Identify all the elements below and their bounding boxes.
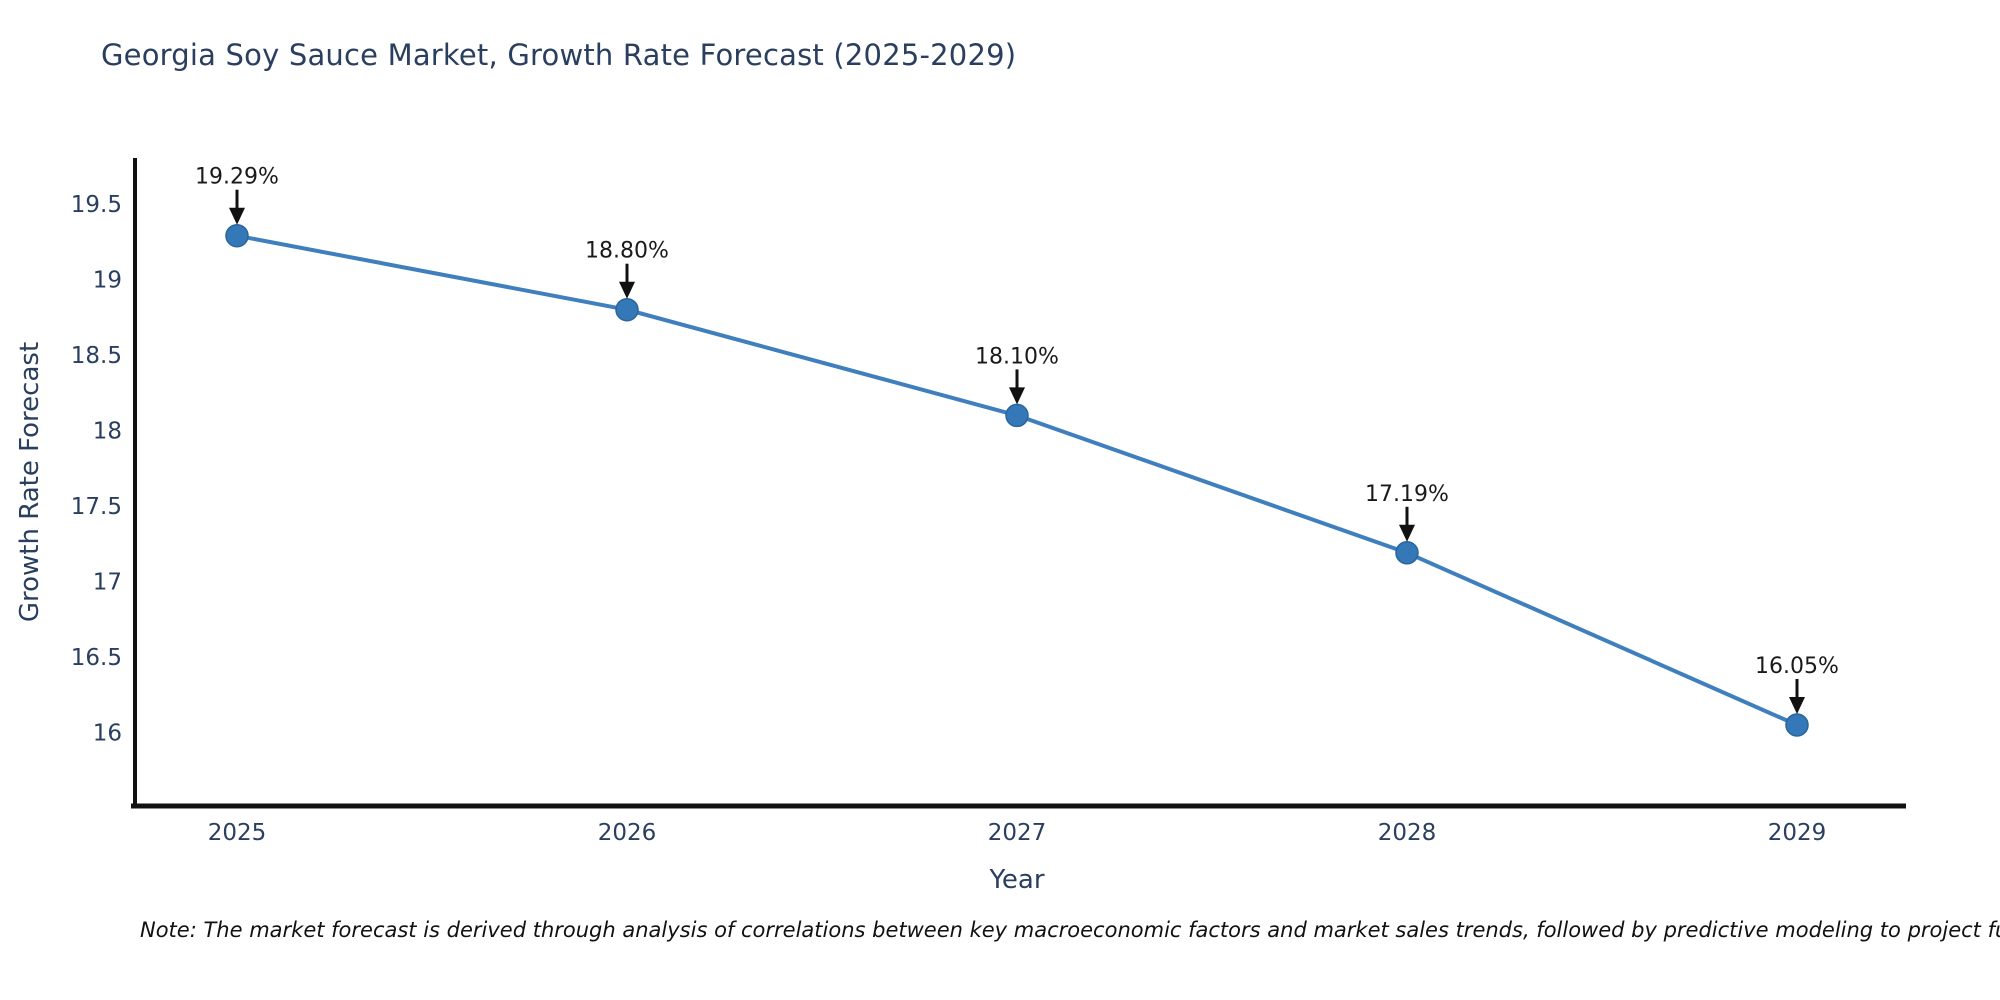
annotation-arrow-head: [1789, 696, 1805, 714]
y-tick-label: 18.5: [71, 343, 122, 369]
footnote-text: Note: The market forecast is derived thr…: [140, 918, 2000, 942]
x-tick-label: 2025: [208, 820, 267, 846]
annotation-label: 18.10%: [975, 344, 1059, 369]
x-tick-label: 2026: [598, 820, 657, 846]
y-tick-label: 17: [93, 570, 122, 596]
data-point-marker: [1785, 713, 1809, 737]
annotation-arrow-head: [619, 281, 635, 299]
x-axis-title: Year: [988, 865, 1044, 895]
annotation-label: 18.80%: [585, 239, 669, 264]
x-tick-label: 2029: [1768, 820, 1827, 846]
annotation-arrow-head: [1009, 387, 1025, 405]
data-point-marker: [615, 297, 639, 322]
chart-title: Georgia Soy Sauce Market, Growth Rate Fo…: [101, 38, 1017, 72]
annotation-label: 19.29%: [195, 165, 279, 190]
y-tick-label: 17.5: [71, 494, 122, 520]
x-tick-label: 2027: [988, 820, 1047, 846]
annotation-arrow-head: [1399, 524, 1415, 542]
annotation-label: 17.19%: [1365, 482, 1449, 507]
series-line: [235, 233, 1799, 727]
y-axis-title: Growth Rate Forecast: [15, 342, 45, 622]
y-tick-label: 18: [93, 419, 122, 445]
data-point-marker: [1395, 541, 1419, 565]
y-tick-label: 16.5: [71, 645, 122, 671]
annotation-arrow-head: [229, 207, 245, 225]
y-tick-label: 19: [93, 268, 122, 294]
y-tick-label: 19.5: [71, 192, 122, 218]
data-point-marker: [1005, 403, 1029, 428]
y-tick-label: 16: [93, 721, 122, 747]
data-point-marker: [225, 223, 249, 248]
x-tick-label: 2028: [1378, 820, 1437, 846]
annotation-label: 16.05%: [1755, 654, 1839, 679]
